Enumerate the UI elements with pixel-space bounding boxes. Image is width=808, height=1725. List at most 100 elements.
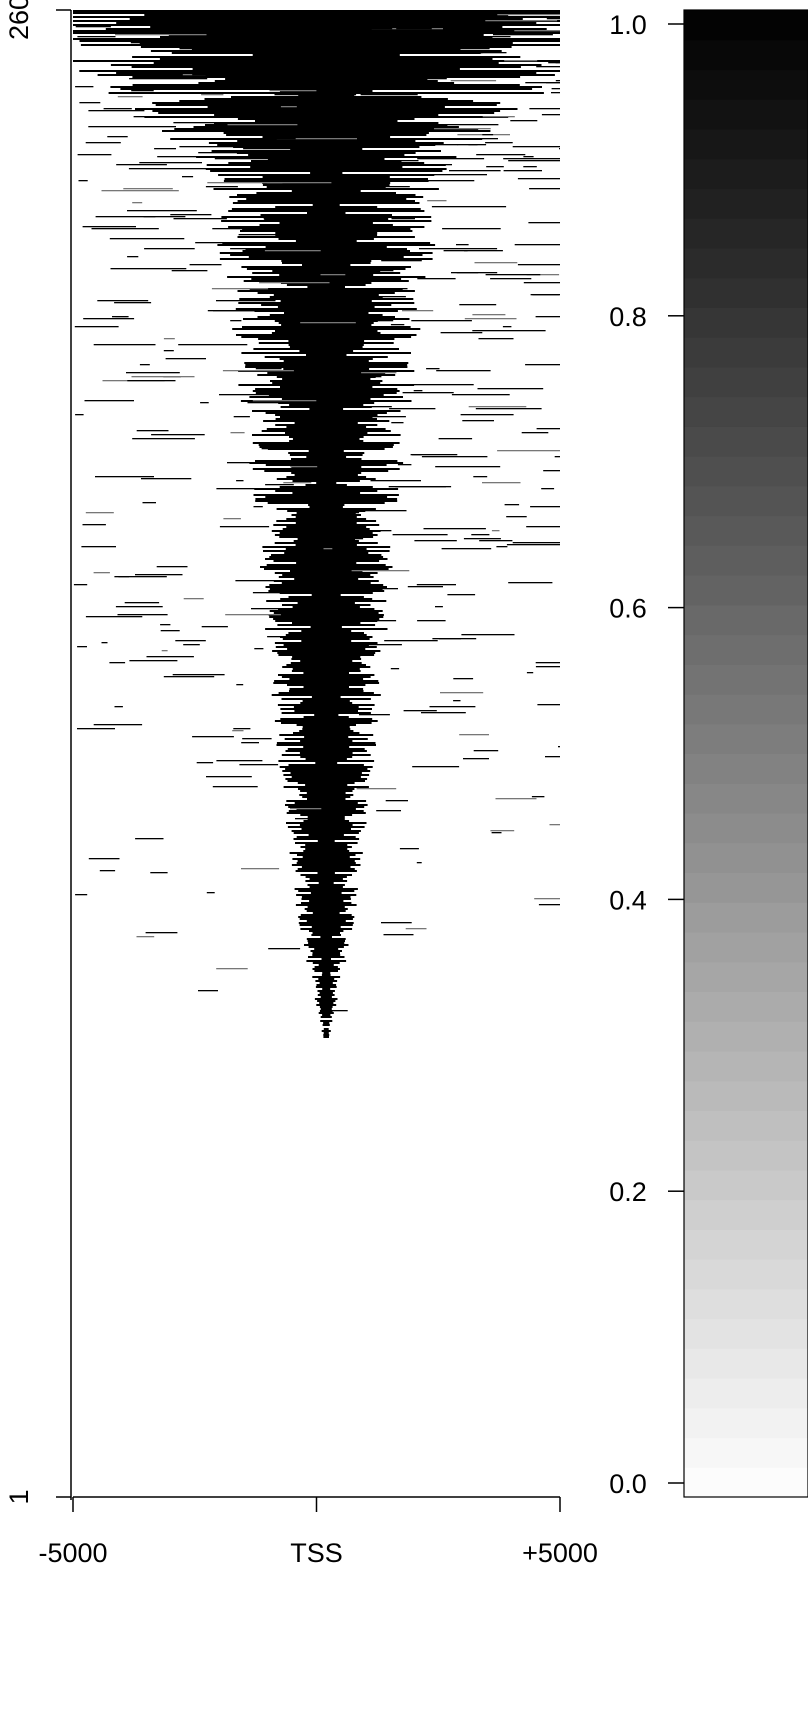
heatmap-cell xyxy=(535,316,560,318)
heatmap-cell xyxy=(279,734,374,736)
heatmap-cell xyxy=(91,228,159,230)
heatmap-cell xyxy=(273,352,312,354)
heatmap-cell xyxy=(305,484,347,486)
heatmap-cell xyxy=(510,120,538,122)
heatmap-cell xyxy=(252,272,401,274)
heatmap-cell xyxy=(258,444,394,446)
colorbar-swatch xyxy=(684,723,808,755)
heatmap-cell xyxy=(309,408,344,410)
heatmap-cell xyxy=(127,380,176,382)
heatmap-cell xyxy=(97,300,149,302)
heatmap-cell xyxy=(291,472,362,474)
heatmap-cell xyxy=(253,506,263,508)
heatmap-cell xyxy=(233,416,250,418)
heatmap-cell xyxy=(274,320,378,322)
heatmap-cell xyxy=(77,154,112,156)
heatmap-cell xyxy=(294,802,358,804)
heatmap-cell xyxy=(101,642,108,644)
colorbar-swatch xyxy=(684,575,808,606)
heatmap-cell xyxy=(216,488,281,490)
heatmap-cell xyxy=(286,284,366,286)
heatmap-cell xyxy=(163,350,174,352)
heatmap-cell xyxy=(152,102,501,104)
heatmap-cell xyxy=(482,482,521,484)
heatmap-cell xyxy=(360,20,379,22)
heatmap-cell xyxy=(337,370,356,372)
heatmap-cell xyxy=(241,336,412,338)
heatmap-cell xyxy=(396,28,432,30)
heatmap-cell xyxy=(242,228,411,230)
colorbar-swatch xyxy=(684,128,808,160)
heatmap-cell xyxy=(273,580,379,582)
colorbar-swatch xyxy=(684,426,808,457)
heatmap-cell xyxy=(504,60,538,62)
heatmap-cell xyxy=(251,160,402,162)
colorbar-swatch xyxy=(684,1437,808,1468)
heatmap-cell xyxy=(283,644,369,646)
heatmap-cell xyxy=(289,440,364,442)
heatmap-cell xyxy=(468,406,527,408)
heatmap-cell xyxy=(143,216,186,218)
heatmap-cell xyxy=(384,30,452,32)
heatmap-cell xyxy=(523,156,534,158)
heatmap-cell xyxy=(289,436,364,438)
heatmap-cell xyxy=(215,116,264,118)
heatmap-cell xyxy=(275,620,378,622)
heatmap-cell xyxy=(243,280,409,282)
heatmap-cell xyxy=(265,246,387,248)
heatmap-cell xyxy=(232,730,244,732)
heatmap-cell xyxy=(242,738,272,740)
colorbar-tick-label: 0.4 xyxy=(609,885,647,915)
heatmap-cell xyxy=(200,84,214,86)
heatmap-cell xyxy=(261,448,325,450)
colorbar-swatch xyxy=(684,783,808,814)
heatmap-cell xyxy=(275,232,378,234)
heatmap-cell xyxy=(266,564,386,566)
heatmap-cell xyxy=(370,480,421,482)
heatmap-cell xyxy=(304,944,349,946)
heatmap-cell xyxy=(126,372,180,374)
heatmap-cell xyxy=(307,286,345,288)
heatmap-cell xyxy=(204,98,448,100)
heatmap-cell xyxy=(317,990,335,992)
heatmap-cell xyxy=(534,898,560,900)
heatmap-cell xyxy=(459,12,487,14)
heatmap-cell xyxy=(299,824,353,826)
heatmap-cell xyxy=(196,762,214,764)
heatmap-cell xyxy=(323,548,333,550)
heatmap-cell xyxy=(303,672,349,674)
heatmap-cell xyxy=(279,592,373,594)
heatmap-cell xyxy=(306,258,368,260)
heatmap-cell xyxy=(384,78,447,80)
heatmap-cell xyxy=(254,310,398,312)
heatmap-cell xyxy=(291,670,361,672)
heatmap-cell xyxy=(281,582,371,584)
heatmap-cell xyxy=(288,632,364,634)
heatmap-cell xyxy=(359,714,390,716)
heatmap-cell xyxy=(307,478,365,480)
heatmap-cell xyxy=(288,810,364,812)
heatmap-cell xyxy=(490,278,532,280)
heatmap-cell xyxy=(385,800,408,802)
heatmap-cell xyxy=(265,586,387,588)
heatmap-cell xyxy=(159,58,493,60)
heatmap-cell xyxy=(411,320,472,322)
heatmap-cell xyxy=(183,598,204,600)
heatmap-cell xyxy=(209,14,252,16)
heatmap-cell xyxy=(306,880,328,882)
heatmap-cell xyxy=(295,516,357,518)
heatmap-cell xyxy=(261,430,391,432)
heatmap-cell xyxy=(316,1004,337,1006)
heatmap-cell xyxy=(265,412,387,414)
heatmap-cell xyxy=(293,706,359,708)
heatmap-cell xyxy=(434,128,491,130)
heatmap-cell xyxy=(110,268,187,270)
heatmap-cell xyxy=(284,430,299,432)
heatmap-cell xyxy=(299,730,354,732)
heatmap-cell xyxy=(271,530,381,532)
heatmap-cell xyxy=(239,298,414,300)
heatmap-cell xyxy=(304,736,349,738)
heatmap-cell xyxy=(129,78,208,80)
heatmap-cell xyxy=(303,820,350,822)
heatmap-cell xyxy=(485,142,513,144)
